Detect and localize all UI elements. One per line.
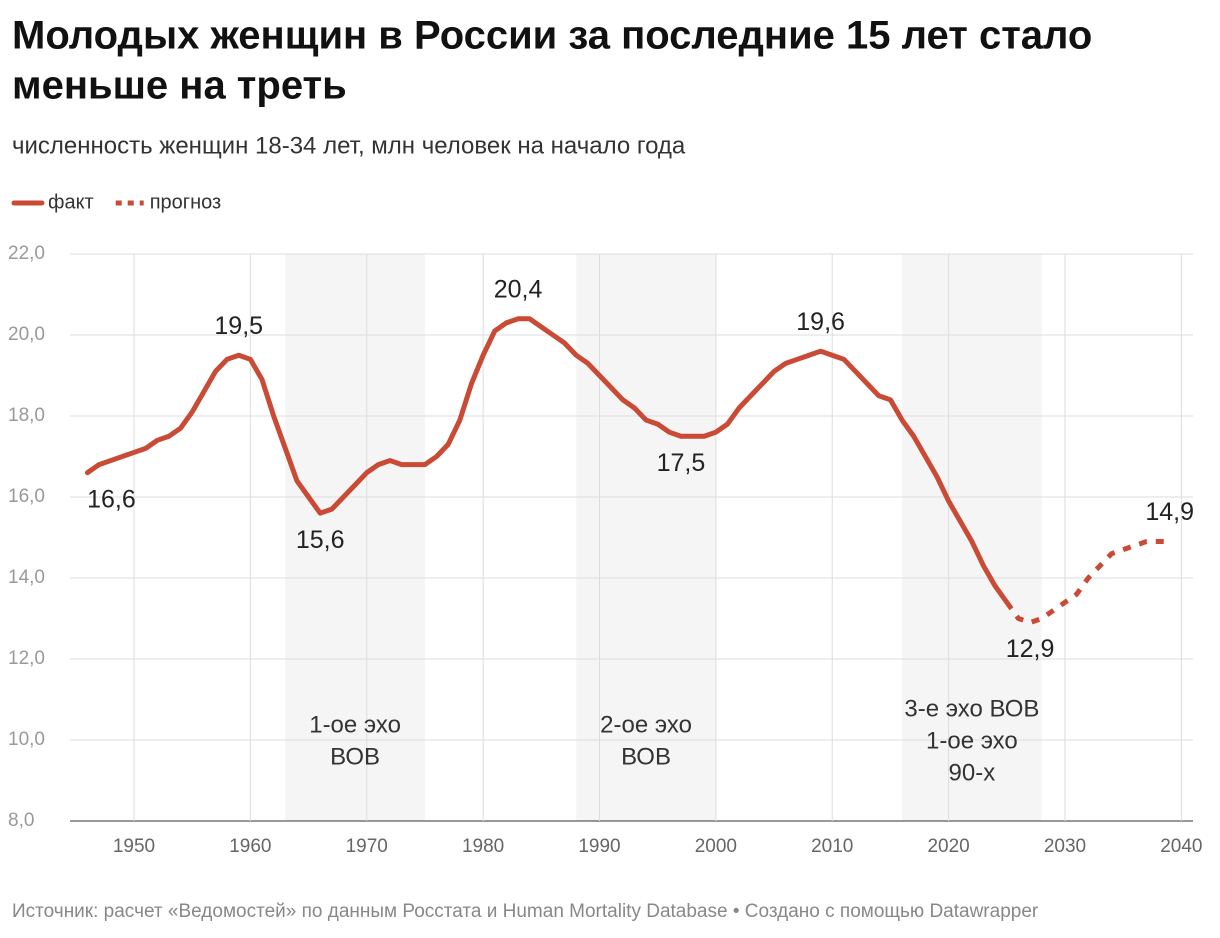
band-label: 3-е эхо ВОВ — [904, 695, 1039, 722]
x-tick-label: 2010 — [811, 836, 853, 857]
chart-title: меньше на треть — [12, 64, 347, 108]
data-label: 19,6 — [796, 308, 845, 336]
band — [285, 254, 425, 821]
data-label: 17,5 — [657, 449, 706, 477]
y-tick-label: 8,0 — [8, 810, 34, 831]
chart-title: Молодых женщин в России за последние 15 … — [12, 14, 1092, 58]
x-tick-label: 2000 — [695, 836, 737, 857]
data-label: 20,4 — [494, 275, 543, 303]
data-label: 19,5 — [214, 312, 263, 340]
data-label: 14,9 — [1145, 498, 1194, 526]
y-tick-label: 16,0 — [8, 486, 45, 507]
y-tick-label: 12,0 — [8, 648, 45, 669]
x-tick-label: 2040 — [1160, 836, 1202, 857]
y-tick-label: 22,0 — [8, 243, 45, 264]
line-series — [84, 316, 1010, 605]
data-label: 15,6 — [296, 526, 345, 554]
source: Источник: расчет «Ведомостей» по данным … — [12, 901, 1039, 922]
data-label: 12,9 — [1006, 635, 1055, 663]
data-label: 16,6 — [87, 485, 136, 513]
x-tick-label: 1970 — [346, 836, 388, 857]
y-tick-label: 18,0 — [8, 405, 45, 426]
y-tick-label: 14,0 — [8, 567, 45, 588]
band-label: 2-ое эхо — [600, 711, 692, 738]
band-label: ВОВ — [330, 743, 380, 770]
x-tick-label: 2030 — [1044, 836, 1086, 857]
band-label: 90-х — [949, 759, 996, 786]
y-tick-label: 10,0 — [8, 729, 45, 750]
y-tick-label: 20,0 — [8, 324, 45, 345]
band-label: 1-ое эхо — [926, 727, 1018, 754]
legend-label: факт — [48, 191, 94, 213]
x-tick-label: 2020 — [927, 836, 969, 857]
band-label: ВОВ — [621, 743, 671, 770]
x-tick-label: 1980 — [462, 836, 504, 857]
subtitle: численность женщин 18-34 лет, млн челове… — [12, 132, 686, 159]
x-tick-label: 1990 — [578, 836, 620, 857]
band-label: 1-ое эхо — [309, 711, 401, 738]
x-tick-label: 1960 — [229, 836, 271, 857]
x-tick-label: 1950 — [113, 836, 155, 857]
legend-label: прогноз — [150, 191, 221, 213]
line-series — [1004, 539, 1170, 626]
